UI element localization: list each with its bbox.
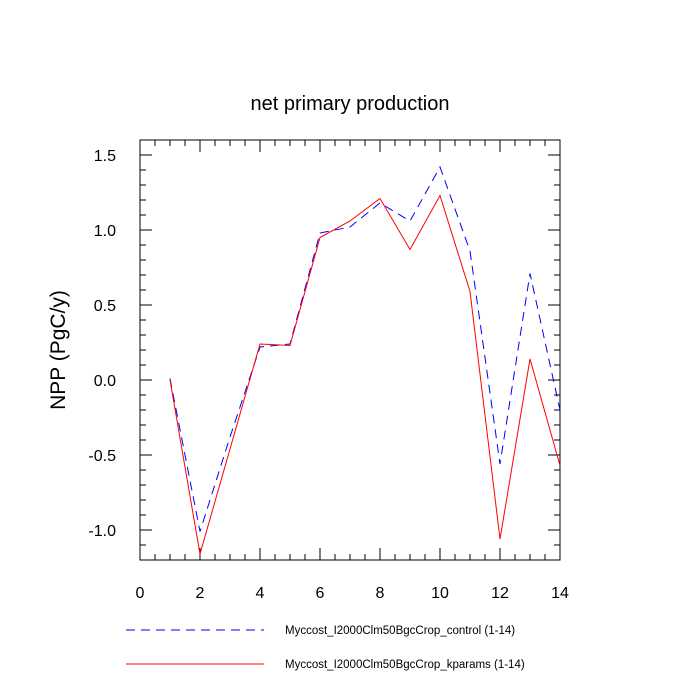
series-line-kparams <box>169 194 561 555</box>
x-tick-label: 6 <box>316 585 325 602</box>
y-tick-label: -0.5 <box>88 448 116 465</box>
x-tick-label: 14 <box>551 585 569 602</box>
y-axis-label: NPP (PgC/y) <box>47 290 70 410</box>
legend: Myccost_I2000Clm50BgcCrop_control (1-14)… <box>126 625 525 671</box>
axis-tick-labels: 0 2 4 6 8 10 12 14 -1.0 -0.5 0.0 0.5 1.0 1.5 <box>88 148 569 602</box>
x-tick-label: 8 <box>376 585 385 602</box>
series-line-control <box>169 165 561 532</box>
x-tick-label: 2 <box>196 585 205 602</box>
x-tick-label: 0 <box>136 585 145 602</box>
y-tick-label: 1.0 <box>94 223 116 240</box>
legend-label: Myccost_I2000Clm50BgcCrop_kparams (1-14) <box>285 659 525 671</box>
x-tick-label: 10 <box>431 585 449 602</box>
series-lines <box>169 165 561 555</box>
x-tick-label: 12 <box>491 585 509 602</box>
legend-label: Myccost_I2000Clm50BgcCrop_control (1-14) <box>285 625 515 637</box>
chart-title: net primary production <box>251 93 450 115</box>
y-tick-label: -1.0 <box>88 523 116 540</box>
x-tick-label: 4 <box>256 585 265 602</box>
y-tick-label: 0.0 <box>94 373 116 390</box>
y-tick-label: 1.5 <box>94 148 116 165</box>
axis-ticks <box>139 139 561 560</box>
plot-frame <box>139 139 561 561</box>
y-tick-label: 0.5 <box>94 298 116 315</box>
